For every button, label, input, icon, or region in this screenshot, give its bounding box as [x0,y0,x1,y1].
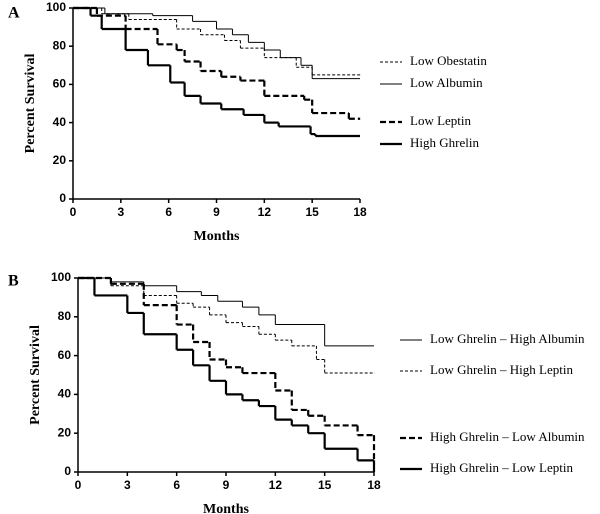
x-tick-label: 6 [165,205,172,219]
y-axis-title: Percent Survival [23,54,38,154]
x-tick-label: 0 [70,205,77,219]
legend-label: High Ghrelin – Low Albumin [430,429,585,444]
y-tick-label: 0 [59,191,66,205]
y-tick-label: 20 [58,425,72,439]
legend-label: High Ghrelin – Low Leptin [430,460,573,475]
panel-label: B [8,273,19,290]
legend-label: Low Albumin [410,75,483,90]
y-tick-label: 60 [53,77,67,91]
x-tick-label: 0 [75,478,82,492]
x-tick-label: 18 [367,478,381,492]
x-axis-title: Months [203,502,249,514]
x-tick-label: 3 [124,478,131,492]
x-tick-label: 12 [258,205,272,219]
legend-label: Low Ghrelin – High Leptin [430,362,573,377]
y-tick-label: 80 [58,309,72,323]
y-tick-label: 100 [51,270,71,284]
x-tick-label: 9 [223,478,230,492]
legend-label: Low Obestatin [410,53,487,68]
legend-label: High Ghrelin [410,135,479,150]
y-tick-label: 40 [58,387,72,401]
panel-label: A [8,5,20,22]
legend-label: Low Leptin [410,113,472,128]
x-tick-label: 3 [117,205,124,219]
legend-label: Low Ghrelin – High Albumin [430,331,585,346]
x-axis-title: Months [194,229,240,244]
x-tick-label: 6 [173,478,180,492]
x-tick-label: 18 [353,205,367,219]
x-tick-label: 12 [269,478,283,492]
y-tick-label: 40 [53,115,67,129]
x-tick-label: 9 [213,205,220,219]
y-tick-label: 0 [64,464,71,478]
y-tick-label: 20 [53,153,67,167]
y-tick-label: 80 [53,38,67,52]
x-tick-label: 15 [305,205,319,219]
y-tick-label: 60 [58,348,72,362]
x-tick-label: 15 [318,478,332,492]
y-axis-title: Percent Survival [28,325,43,425]
y-tick-label: 100 [46,0,66,14]
